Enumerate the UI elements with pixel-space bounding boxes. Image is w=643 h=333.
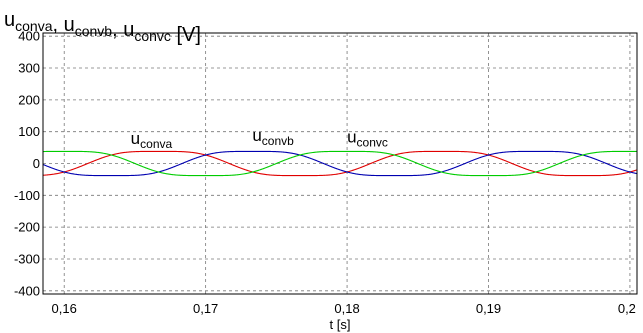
series-label-u_conva: uconva [131,129,173,151]
x-tick-label-2: 0,18 [334,301,359,316]
y-tick-labels: 400 300 200 100 0 -100 -200 -300 -400 [14,29,40,299]
series-line-u_conva [43,150,637,177]
series-label-sub-2: convc [357,135,388,149]
y-tick-label-3: 100 [18,124,40,139]
x-tick-labels: 0,16 0,17 0,18 0,19 0,2 [52,301,636,316]
title-base-0: u [4,9,15,31]
grid-lines [43,33,637,294]
title-base-2: u [64,14,75,36]
series-line-u_convc [43,150,637,177]
x-tick-label-3: 0,19 [476,301,501,316]
y-tick-label-5: -100 [14,188,40,203]
y-tick-label-1: 300 [18,61,40,76]
y-tick-label-0: 400 [18,29,40,44]
series-label-u_convc: uconvc [347,127,388,149]
series-label-u_convb: uconvb [252,126,294,148]
title-text-5: [V] [171,24,201,46]
series-label-base-1: u [252,126,261,145]
x-tick-label-1: 0,17 [193,301,218,316]
series-line-u_convb [43,150,637,177]
x-axis-label: t [s] [330,317,351,332]
title-sub-0: conva [15,18,53,34]
title-text-3: , [112,19,123,41]
y-tick-label-6: -200 [14,220,40,235]
y-tick-label-2: 200 [18,92,40,107]
plot-frame [42,32,638,295]
title-text-1: , [52,14,63,36]
y-tick-label-8: -400 [14,283,40,298]
series-label-sub-1: convb [262,134,294,148]
series-label-sub-0: conva [140,137,172,151]
y-tick-label-4: 0 [33,156,40,171]
series-labels: uconva uconvb uconvc [131,126,388,151]
title-sub-2: convb [75,23,113,39]
y-tick-label-7: -300 [14,251,40,266]
x-tick-label-0: 0,16 [52,301,77,316]
series-label-base-0: u [131,129,140,148]
series-lines [43,150,637,177]
series-label-base-2: u [347,127,356,146]
title-base-4: u [123,19,134,41]
x-tick-label-4: 0,2 [618,301,636,316]
